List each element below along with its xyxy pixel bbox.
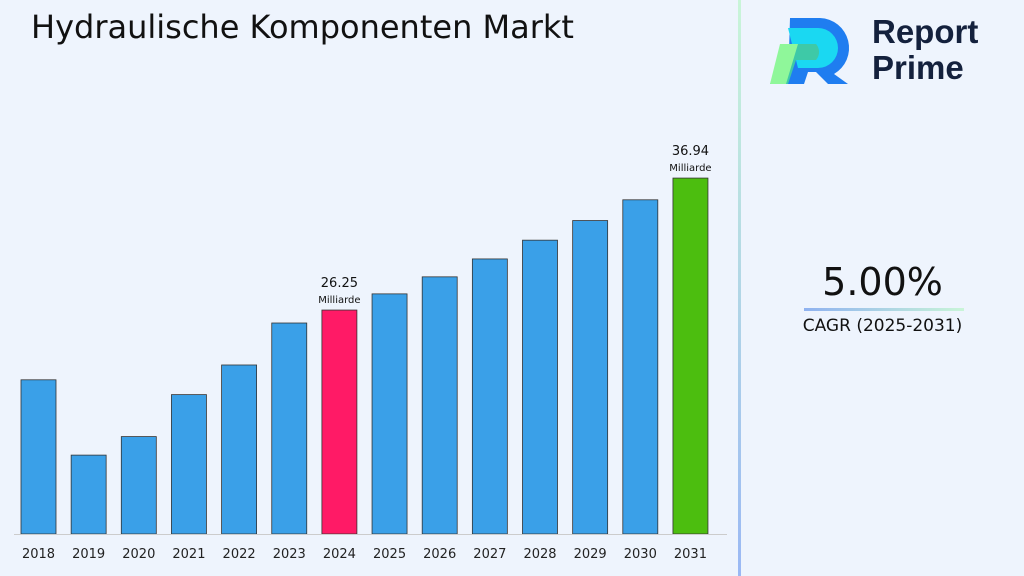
bar-2023 (271, 322, 308, 535)
x-tick-label: 2028 (523, 547, 556, 562)
x-tick-label: 2027 (473, 547, 506, 562)
x-tick-label: 2024 (323, 547, 356, 562)
cagr-label: CAGR (2025-2031) (802, 316, 963, 336)
brand-line1: Report (872, 13, 979, 50)
bar-2020 (120, 436, 157, 535)
x-tick-label: 2031 (674, 547, 707, 562)
data-label-value: 26.25 (321, 276, 358, 291)
bar-2027 (471, 258, 508, 535)
x-tick-label: 2022 (223, 547, 256, 562)
x-tick-label: 2020 (122, 547, 155, 562)
bar-2019 (70, 454, 107, 535)
cagr-value: 5.00% (822, 260, 943, 304)
x-tick-label: 2025 (373, 547, 406, 562)
x-tick-label: 2019 (72, 547, 105, 562)
bar-2028 (522, 239, 558, 535)
bar-2018 (20, 379, 57, 535)
cagr-underline (804, 308, 964, 311)
bar-2026 (421, 276, 458, 535)
bar-2031 (672, 177, 709, 535)
brand-name: Report Prime (872, 14, 978, 86)
bar-2029 (572, 220, 609, 535)
chart-title: Hydraulische Komponenten Markt (31, 8, 574, 46)
divider (738, 0, 741, 576)
bar-chart: 2018 2019 2020 2021 2022 2023 2024 26.25 Milliar… (14, 144, 727, 562)
x-tick-label: 2021 (172, 547, 205, 562)
data-label-unit: Milliarde (318, 295, 360, 306)
x-tick-label: 2030 (624, 547, 657, 562)
brand-line2: Prime (872, 49, 964, 86)
x-tick-label: 2029 (574, 547, 607, 562)
data-label-unit: Milliarde (669, 163, 711, 174)
report-prime-logo (770, 18, 850, 84)
bar-2030 (622, 199, 659, 535)
bar-2022 (221, 364, 258, 535)
bar-2021 (171, 394, 207, 535)
data-label-value: 36.94 (672, 144, 709, 159)
x-tick-label: 2023 (273, 547, 306, 562)
bar-2024 (321, 309, 358, 535)
x-tick-label: 2026 (423, 547, 456, 562)
bar-2025 (371, 293, 408, 535)
x-tick-label: 2018 (22, 547, 55, 562)
